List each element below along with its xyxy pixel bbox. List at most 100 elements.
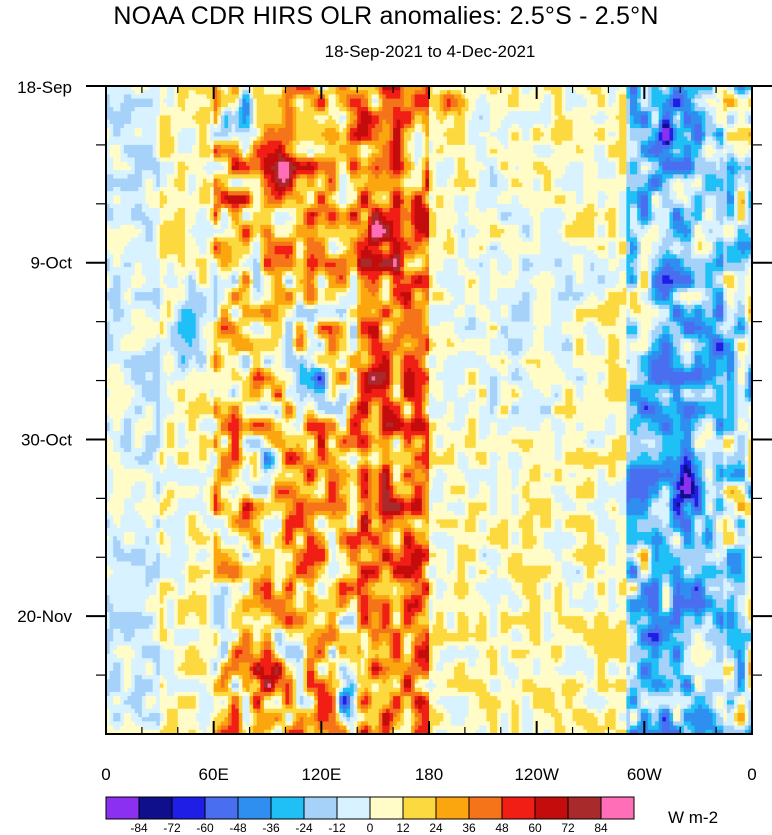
field-cell	[626, 107, 631, 112]
field-cell	[163, 111, 168, 117]
field-cell	[228, 128, 233, 133]
field-cell	[454, 144, 459, 150]
field-cell	[228, 94, 233, 100]
field-cell	[371, 98, 376, 104]
field-cell	[694, 153, 699, 159]
field-cell	[113, 178, 118, 184]
field-cell	[350, 149, 355, 154]
field-cell	[393, 102, 398, 108]
field-cell	[141, 119, 147, 125]
field-cell	[730, 186, 735, 192]
field-cell	[353, 191, 358, 196]
field-cell	[224, 102, 229, 108]
field-cell	[683, 128, 688, 133]
field-cell	[637, 115, 642, 121]
field-cell	[217, 178, 222, 184]
field-cell	[748, 186, 752, 192]
field-cell	[673, 149, 678, 154]
field-cell	[364, 149, 369, 154]
field-cell	[676, 191, 681, 196]
field-cell	[543, 102, 549, 108]
field-cell	[332, 170, 337, 175]
field-cell	[224, 182, 229, 188]
field-cell	[235, 153, 240, 159]
field-cell	[525, 195, 531, 201]
field-cell	[134, 186, 139, 192]
field-cell	[396, 186, 401, 192]
field-cell	[120, 191, 125, 196]
field-cell	[640, 161, 645, 167]
field-cell	[159, 102, 165, 108]
field-cell	[192, 128, 197, 133]
field-cell	[536, 115, 541, 121]
field-cell	[515, 111, 520, 117]
field-cell	[479, 191, 484, 196]
field-cell	[360, 119, 365, 125]
field-cell	[468, 136, 473, 142]
field-cell	[235, 111, 240, 117]
field-cell	[568, 170, 574, 175]
field-cell	[314, 128, 319, 133]
field-cell	[655, 98, 660, 104]
field-cell	[411, 149, 416, 154]
field-cell	[450, 144, 455, 150]
field-cell	[367, 153, 373, 159]
field-cell	[342, 86, 348, 91]
field-cell	[504, 153, 509, 159]
field-cell	[522, 161, 527, 167]
field-cell	[443, 157, 448, 163]
field-cell	[134, 98, 139, 104]
field-cell	[360, 123, 365, 129]
field-cell	[192, 115, 197, 121]
field-cell	[220, 182, 226, 188]
field-cell	[364, 165, 369, 171]
field-cell	[572, 90, 577, 96]
field-cell	[195, 157, 200, 163]
field-cell	[217, 98, 222, 104]
field-cell	[716, 111, 721, 117]
field-cell	[106, 94, 111, 100]
field-cell	[708, 157, 714, 163]
field-cell	[188, 107, 193, 112]
field-cell	[683, 119, 688, 125]
field-cell	[651, 111, 656, 117]
field-cell	[586, 165, 592, 171]
field-cell	[396, 132, 401, 138]
field-cell	[314, 98, 319, 104]
field-cell	[673, 90, 678, 96]
field-cell	[619, 94, 624, 100]
field-cell	[490, 153, 495, 159]
field-cell	[249, 199, 254, 205]
field-cell	[306, 119, 312, 125]
field-cell	[637, 136, 642, 142]
field-cell	[303, 98, 308, 104]
field-cell	[612, 128, 617, 133]
field-cell	[475, 86, 480, 91]
field-cell	[170, 111, 175, 117]
field-cell	[350, 94, 355, 100]
field-cell	[202, 115, 208, 121]
field-cell	[529, 140, 534, 146]
field-cell	[210, 119, 215, 125]
field-cell	[579, 119, 584, 125]
field-cell	[152, 161, 157, 167]
field-cell	[360, 199, 365, 205]
field-cell	[192, 199, 197, 205]
field-cell	[741, 136, 746, 142]
field-cell	[217, 144, 222, 150]
field-cell	[195, 161, 200, 167]
field-cell	[446, 136, 452, 142]
field-cell	[475, 98, 480, 104]
field-cell	[586, 111, 592, 117]
field-cell	[210, 140, 215, 146]
field-cell	[141, 144, 147, 150]
field-cell	[328, 149, 333, 154]
field-cell	[167, 128, 172, 133]
field-cell	[522, 123, 527, 129]
field-cell	[597, 191, 602, 196]
field-cell	[141, 98, 147, 104]
field-cell	[518, 102, 523, 108]
field-cell	[443, 94, 448, 100]
field-cell	[543, 123, 549, 129]
field-cell	[712, 140, 717, 146]
